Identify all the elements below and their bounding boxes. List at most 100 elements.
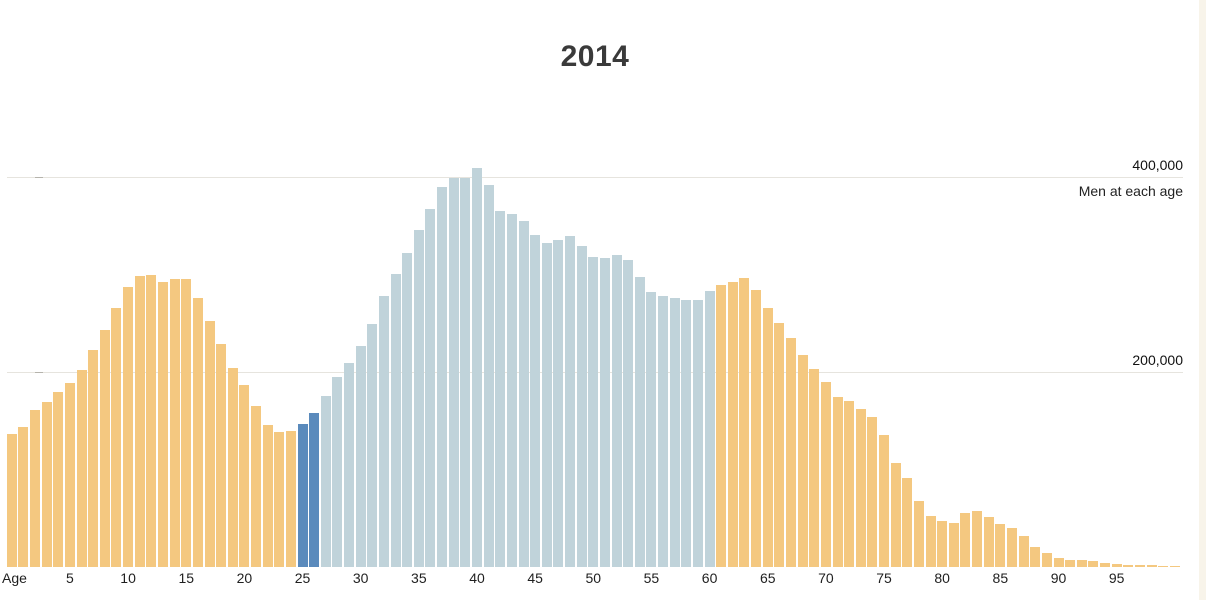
age-bar-16[interactable] (192, 297, 203, 567)
age-bar-24[interactable] (285, 430, 296, 567)
age-bar-26[interactable] (309, 412, 320, 567)
age-bar-56[interactable] (658, 295, 669, 567)
age-bar-4[interactable] (53, 391, 64, 567)
age-bar-15[interactable] (181, 279, 192, 567)
age-bar-43[interactable] (506, 214, 517, 567)
age-bar-12[interactable] (146, 274, 157, 567)
age-bar-41[interactable] (483, 184, 494, 567)
age-bar-96[interactable] (1123, 564, 1134, 567)
age-bar-98[interactable] (1146, 565, 1157, 567)
age-bar-39[interactable] (460, 177, 471, 567)
age-bar-23[interactable] (274, 432, 285, 567)
age-bar-54[interactable] (634, 277, 645, 567)
age-bar-88[interactable] (1030, 546, 1041, 567)
age-bar-94[interactable] (1100, 563, 1111, 567)
age-bar-17[interactable] (204, 321, 215, 567)
age-bar-82[interactable] (960, 513, 971, 567)
age-bar-80[interactable] (937, 521, 948, 567)
age-bar-89[interactable] (1041, 553, 1052, 567)
age-bar-52[interactable] (611, 255, 622, 567)
age-bar-21[interactable] (251, 406, 262, 567)
age-bar-63[interactable] (739, 278, 750, 567)
age-bar-14[interactable] (169, 279, 180, 567)
age-bar-74[interactable] (867, 416, 878, 567)
age-bar-10[interactable] (123, 287, 134, 567)
age-bar-95[interactable] (1111, 563, 1122, 567)
age-bar-42[interactable] (495, 211, 506, 567)
age-bar-77[interactable] (902, 478, 913, 567)
age-bar-5[interactable] (64, 382, 75, 567)
age-bar-22[interactable] (262, 424, 273, 567)
age-bar-0[interactable] (6, 434, 17, 567)
age-bar-83[interactable] (972, 511, 983, 567)
age-bar-37[interactable] (437, 186, 448, 567)
age-bar-34[interactable] (402, 253, 413, 567)
age-bar-35[interactable] (413, 229, 424, 567)
age-bar-27[interactable] (320, 396, 331, 567)
age-bar-59[interactable] (692, 299, 703, 567)
age-bar-65[interactable] (762, 307, 773, 567)
age-bar-84[interactable] (983, 517, 994, 567)
age-bar-99[interactable] (1158, 565, 1169, 567)
age-bar-45[interactable] (530, 234, 541, 567)
age-bar-31[interactable] (367, 324, 378, 567)
age-bar-69[interactable] (809, 369, 820, 567)
age-bar-73[interactable] (855, 409, 866, 567)
age-bar-47[interactable] (553, 240, 564, 567)
age-bar-62[interactable] (727, 282, 738, 567)
age-bar-8[interactable] (99, 330, 110, 567)
age-bar-58[interactable] (681, 299, 692, 567)
age-bar-72[interactable] (844, 401, 855, 567)
age-bar-9[interactable] (111, 307, 122, 567)
age-bar-48[interactable] (565, 236, 576, 567)
age-bar-100[interactable] (1169, 566, 1180, 567)
age-bar-71[interactable] (832, 397, 843, 567)
age-bar-93[interactable] (1088, 561, 1099, 567)
age-bar-6[interactable] (76, 370, 87, 567)
age-bar-51[interactable] (599, 257, 610, 567)
age-bar-7[interactable] (88, 349, 99, 567)
age-bar-97[interactable] (1134, 565, 1145, 567)
age-bar-92[interactable] (1076, 560, 1087, 567)
age-bar-70[interactable] (820, 381, 831, 567)
age-bar-33[interactable] (390, 273, 401, 567)
age-bar-28[interactable] (332, 376, 343, 567)
age-bar-44[interactable] (518, 220, 529, 567)
age-bar-86[interactable] (1006, 528, 1017, 567)
age-bar-50[interactable] (588, 256, 599, 567)
age-bar-32[interactable] (378, 295, 389, 567)
age-bar-67[interactable] (786, 337, 796, 567)
age-bar-38[interactable] (448, 177, 459, 567)
age-bar-75[interactable] (879, 435, 890, 567)
age-bar-55[interactable] (646, 292, 657, 567)
age-bar-90[interactable] (1053, 558, 1064, 567)
age-bar-57[interactable] (669, 297, 680, 567)
age-bar-85[interactable] (995, 524, 1006, 567)
age-bar-81[interactable] (948, 523, 959, 567)
age-bar-1[interactable] (18, 426, 29, 567)
age-bar-19[interactable] (227, 368, 238, 567)
age-bar-60[interactable] (704, 291, 715, 567)
age-bar-53[interactable] (623, 259, 634, 567)
age-bar-29[interactable] (344, 363, 355, 567)
age-bar-30[interactable] (355, 345, 366, 567)
age-bar-46[interactable] (541, 243, 552, 567)
age-bar-76[interactable] (890, 462, 901, 567)
age-bar-2[interactable] (30, 410, 41, 567)
age-bar-11[interactable] (134, 276, 145, 567)
age-bar-79[interactable] (925, 516, 936, 567)
age-bar-18[interactable] (216, 343, 227, 567)
age-bar-68[interactable] (797, 355, 808, 567)
age-bar-3[interactable] (41, 402, 52, 567)
age-bar-13[interactable] (157, 282, 168, 567)
age-bar-25[interactable] (297, 423, 308, 567)
age-bar-36[interactable] (425, 209, 436, 567)
age-bar-61[interactable] (716, 285, 727, 567)
age-bar-49[interactable] (576, 246, 587, 567)
age-bar-64[interactable] (751, 290, 762, 567)
age-bar-66[interactable] (774, 323, 785, 567)
age-bar-40[interactable] (472, 168, 482, 567)
age-bar-91[interactable] (1065, 560, 1076, 567)
age-bar-87[interactable] (1018, 535, 1029, 567)
age-bar-20[interactable] (239, 384, 250, 567)
